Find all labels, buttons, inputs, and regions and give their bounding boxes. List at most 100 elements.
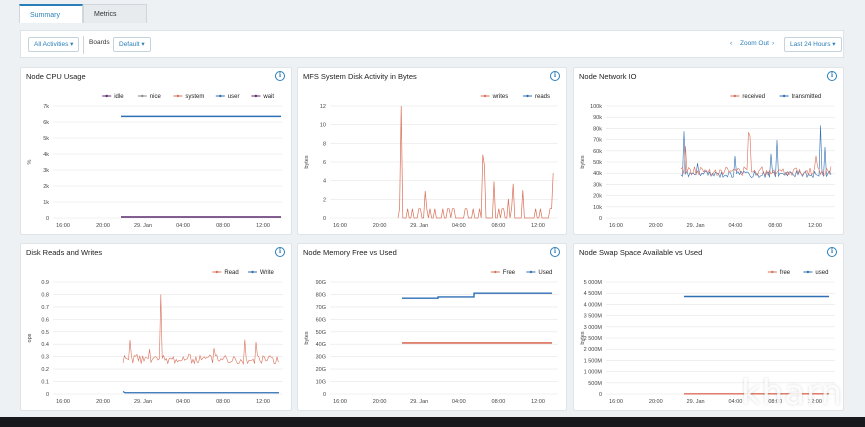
x-tick-label: 16:00 — [609, 399, 623, 405]
y-tick-label: 2 000M — [584, 347, 603, 353]
legend-label: Read — [224, 270, 238, 276]
panel-title: Node Memory Free vs Used — [303, 248, 397, 257]
y-tick-label: 3k — [43, 168, 49, 174]
series-writes — [397, 105, 554, 219]
legend-label: reads — [535, 94, 550, 100]
x-tick-label: 20:00 — [373, 223, 387, 229]
tab-metrics[interactable]: Metrics — [83, 4, 147, 23]
y-axis-label: bytes — [580, 331, 586, 344]
x-tick-label: 29. Jan — [687, 399, 705, 405]
y-tick-label: 40G — [316, 342, 326, 348]
legend-label: user — [228, 94, 240, 100]
all-activities-label: All Activities — [34, 41, 69, 48]
y-tick-label: 90G — [316, 280, 326, 286]
caret-down-icon: ▾ — [70, 41, 74, 48]
y-tick-label: 6k — [43, 120, 49, 126]
x-tick-label: 12:00 — [808, 223, 822, 229]
legend-marker — [483, 94, 487, 98]
y-tick-label: 100k — [590, 104, 602, 110]
x-tick-label: 04:00 — [452, 399, 466, 405]
x-tick-label: 12:00 — [256, 223, 270, 229]
y-tick-label: 4k — [43, 152, 49, 158]
y-tick-label: 10G — [316, 380, 326, 386]
y-tick-label: 30k — [593, 182, 602, 188]
boards-label: Boards — [89, 39, 110, 46]
y-tick-label: 3 000M — [584, 325, 603, 331]
y-tick-label: 1 500M — [584, 358, 603, 364]
y-tick-label: 0 — [46, 216, 49, 222]
y-tick-label: 0.2 — [41, 367, 49, 373]
y-tick-label: 4 500M — [584, 291, 603, 297]
y-tick-label: 0.1 — [41, 380, 49, 386]
info-icon[interactable]: i — [275, 71, 285, 81]
y-tick-label: 10 — [320, 123, 326, 129]
boards-value: Default — [119, 41, 140, 48]
info-icon[interactable]: i — [827, 71, 837, 81]
info-icon[interactable]: i — [275, 247, 285, 257]
y-tick-label: 5 000M — [584, 280, 603, 286]
panel-node-cpu-usage: Node CPU Usage i 0 1k 2k 3k 4k 5k 6k 7k 16:00 20:… — [20, 67, 292, 235]
info-icon[interactable]: i — [550, 247, 560, 257]
y-tick-label: 60k — [593, 149, 602, 155]
x-tick-label: 12:00 — [531, 223, 545, 229]
y-tick-label: 500M — [588, 381, 602, 387]
x-tick-label: 12:00 — [808, 399, 822, 405]
y-tick-label: 2 — [323, 197, 326, 203]
y-tick-label: 80k — [593, 126, 602, 132]
tab-bar: Summary Metrics — [19, 4, 147, 23]
x-tick-label: 16:00 — [333, 399, 347, 405]
x-tick-label: 08:00 — [492, 399, 506, 405]
x-tick-label: 29. Jan — [134, 223, 152, 229]
info-icon[interactable]: i — [827, 247, 837, 257]
cpu-chart: 0 1k 2k 3k 4k 5k 6k 7k 16:00 20:00 29. Jan 04:00 08:… — [27, 94, 283, 229]
y-tick-label: 0.6 — [41, 317, 49, 323]
legend-marker — [141, 94, 144, 98]
legend-label: received — [742, 94, 765, 100]
chevron-left-icon[interactable]: ‹ — [730, 40, 733, 47]
panel-title: Disk Reads and Writes — [26, 248, 103, 257]
y-axis-label: bytes — [304, 331, 310, 344]
x-tick-label: 20:00 — [649, 223, 663, 229]
y-tick-label: 0.3 — [41, 355, 49, 361]
boards-dropdown[interactable]: Default ▾ — [113, 37, 151, 52]
legend-label: free — [780, 270, 791, 276]
time-range-dropdown[interactable]: Last 24 Hours ▾ — [784, 37, 842, 52]
y-tick-label: 1 000M — [584, 370, 603, 376]
y-tick-label: 70k — [593, 138, 602, 144]
panel-title: Node Network IO — [579, 72, 637, 81]
legend-label: Free — [503, 270, 516, 276]
legend-marker — [529, 270, 533, 274]
chevron-right-icon[interactable]: › — [772, 40, 775, 47]
x-tick-label: 04:00 — [729, 223, 743, 229]
y-axis-label: ops — [27, 333, 33, 342]
legend-marker — [105, 94, 108, 98]
y-tick-label: 0 — [599, 392, 602, 398]
y-tick-label: 7k — [43, 104, 49, 110]
y-tick-label: 2 500M — [584, 336, 603, 342]
legend-marker — [254, 94, 258, 98]
legend-marker — [806, 270, 810, 274]
x-tick-label: 20:00 — [373, 399, 387, 405]
x-tick-label: 12:00 — [531, 399, 545, 405]
all-activities-dropdown[interactable]: All Activities ▾ — [28, 37, 80, 52]
info-icon[interactable]: i — [550, 71, 560, 81]
x-tick-label: 29. Jan — [134, 399, 152, 405]
y-tick-label: 20k — [593, 194, 602, 200]
zoom-out-button[interactable]: Zoom Out — [740, 40, 769, 47]
y-axis-label: % — [27, 159, 33, 164]
x-tick-label: 12:00 — [256, 399, 270, 405]
y-tick-label: 0.5 — [41, 330, 49, 336]
legend-label: used — [815, 270, 828, 276]
tab-summary[interactable]: Summary — [19, 4, 83, 23]
legend-label: Used — [538, 270, 552, 276]
series-free — [402, 292, 552, 299]
x-tick-label: 08:00 — [216, 399, 230, 405]
y-tick-label: 2k — [43, 184, 49, 190]
legend-marker — [251, 270, 254, 274]
network-chart: 0 10k 20k 30k 40k 50k 60k 70k 80k 90k 100k 16:00 20:… — [580, 94, 835, 229]
series-write — [122, 294, 279, 366]
bottom-bar — [0, 417, 865, 427]
x-tick-label: 20:00 — [649, 399, 663, 405]
panel-swap-available-used: Node Swap Space Available vs Used i 0 500… — [573, 243, 844, 411]
panel-title: Node CPU Usage — [26, 72, 86, 81]
